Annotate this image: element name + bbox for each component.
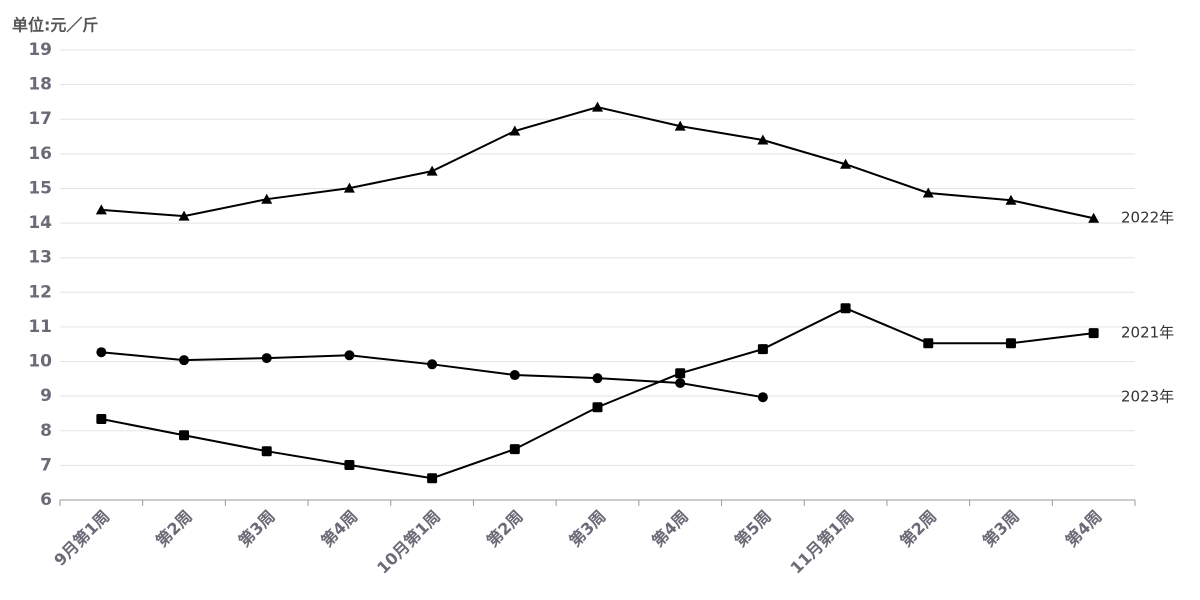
point (178, 210, 190, 221)
point (1088, 328, 1099, 339)
point (922, 187, 934, 198)
line (101, 351, 764, 399)
y-tick-label: 13 (28, 248, 52, 268)
y-tick-label: 16 (28, 144, 52, 164)
point (427, 473, 438, 484)
y-tick-label: 19 (28, 40, 52, 60)
point (426, 165, 438, 176)
y-tick-label: 17 (28, 109, 52, 129)
x-tick-label: 第2周 (152, 507, 196, 551)
point (509, 125, 521, 136)
point (840, 303, 851, 314)
series-label: 2021年 (1121, 324, 1174, 342)
y-tick-label: 7 (40, 455, 52, 475)
y-tick-label: 14 (28, 213, 52, 233)
x-tick-label: 11月第1周 (787, 507, 858, 578)
x-tick-label: 第3周 (566, 507, 610, 551)
x-tick-label: 9月第1周 (50, 507, 113, 570)
point (344, 460, 355, 471)
y-tick-label: 15 (28, 178, 52, 198)
x-tick-label: 第4周 (317, 507, 361, 551)
point (675, 368, 686, 379)
x-tick-label: 第3周 (979, 507, 1023, 551)
point (675, 378, 686, 388)
line (101, 106, 1094, 220)
x-tick-label: 第2周 (483, 507, 527, 551)
line (101, 307, 1094, 480)
series-label: 2023年 (1121, 388, 1174, 406)
y-tick-label: 6 (40, 490, 52, 510)
unit-label: 单位:元／斤 (12, 16, 98, 35)
y-tick-label: 10 (28, 352, 52, 372)
point (923, 338, 934, 349)
point (840, 158, 852, 169)
point (592, 402, 603, 413)
point (179, 430, 190, 441)
x-tick-label: 第5周 (731, 507, 775, 551)
point (95, 204, 107, 215)
y-tick-label: 11 (28, 317, 52, 337)
point (757, 344, 768, 355)
point (427, 359, 438, 370)
point (592, 101, 603, 112)
point (1005, 338, 1016, 349)
point (1005, 194, 1017, 205)
point (592, 373, 603, 384)
point (261, 446, 272, 457)
point (343, 182, 355, 193)
point (96, 414, 107, 424)
x-tick-label: 第2周 (896, 507, 940, 551)
point (509, 444, 520, 455)
point (509, 370, 520, 381)
y-tick-label: 12 (28, 282, 52, 302)
point (261, 353, 272, 364)
series-label: 2022年 (1121, 209, 1174, 227)
point (344, 350, 355, 361)
point (96, 347, 107, 358)
point (757, 392, 768, 403)
point (674, 120, 686, 131)
y-tick-label: 18 (28, 75, 52, 95)
x-tick-label: 10月第1周 (373, 507, 444, 578)
point (179, 355, 190, 366)
point (261, 193, 273, 204)
x-tick-label: 第4周 (1062, 507, 1106, 551)
y-tick-label: 9 (40, 386, 52, 406)
point (1088, 212, 1100, 223)
x-tick-label: 第4周 (648, 507, 692, 551)
point (757, 134, 769, 145)
x-tick-label: 第3周 (235, 507, 279, 551)
y-tick-label: 8 (40, 421, 52, 441)
